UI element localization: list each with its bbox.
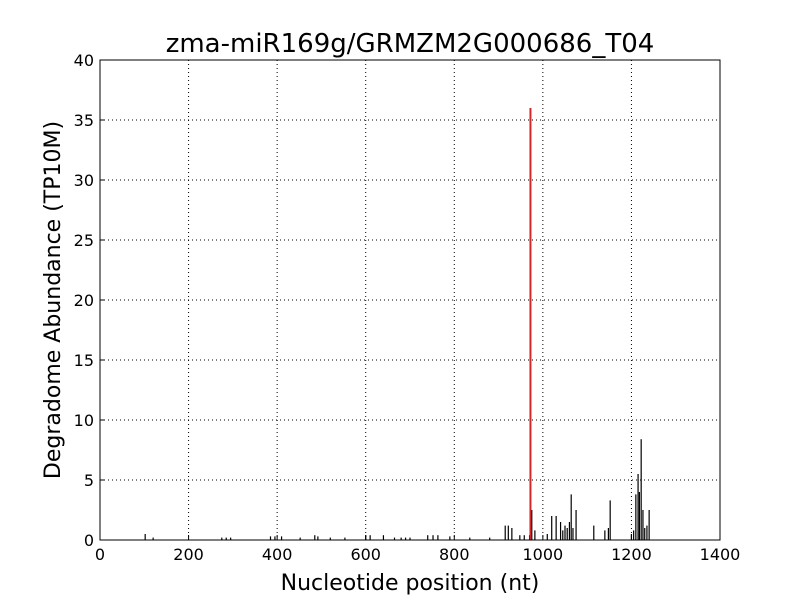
x-tick-label: 1200 [611, 545, 652, 564]
x-tick-label: 800 [439, 545, 470, 564]
y-tick-label: 40 [74, 51, 94, 70]
y-tick-label: 5 [84, 471, 94, 490]
chart-title: zma-miR169g/GRMZM2G000686_T04 [166, 29, 655, 59]
x-axis-label: Nucleotide position (nt) [281, 571, 540, 596]
x-tick-label: 0 [95, 545, 105, 564]
y-tick-label: 30 [74, 171, 94, 190]
y-tick-label: 10 [74, 411, 94, 430]
y-tick-label: 0 [84, 531, 94, 550]
y-tick-label: 15 [74, 351, 94, 370]
x-tick-label: 1400 [700, 545, 741, 564]
y-tick-label: 25 [74, 231, 94, 250]
y-tick-label: 20 [74, 291, 94, 310]
x-tick-label: 200 [173, 545, 204, 564]
x-tick-label: 400 [262, 545, 293, 564]
y-tick-label: 35 [74, 111, 94, 130]
x-tick-label: 1000 [522, 545, 563, 564]
y-axis-label: Degradome Abundance (TP10M) [41, 121, 66, 479]
x-tick-label: 600 [350, 545, 381, 564]
plot-frame [99, 59, 721, 541]
